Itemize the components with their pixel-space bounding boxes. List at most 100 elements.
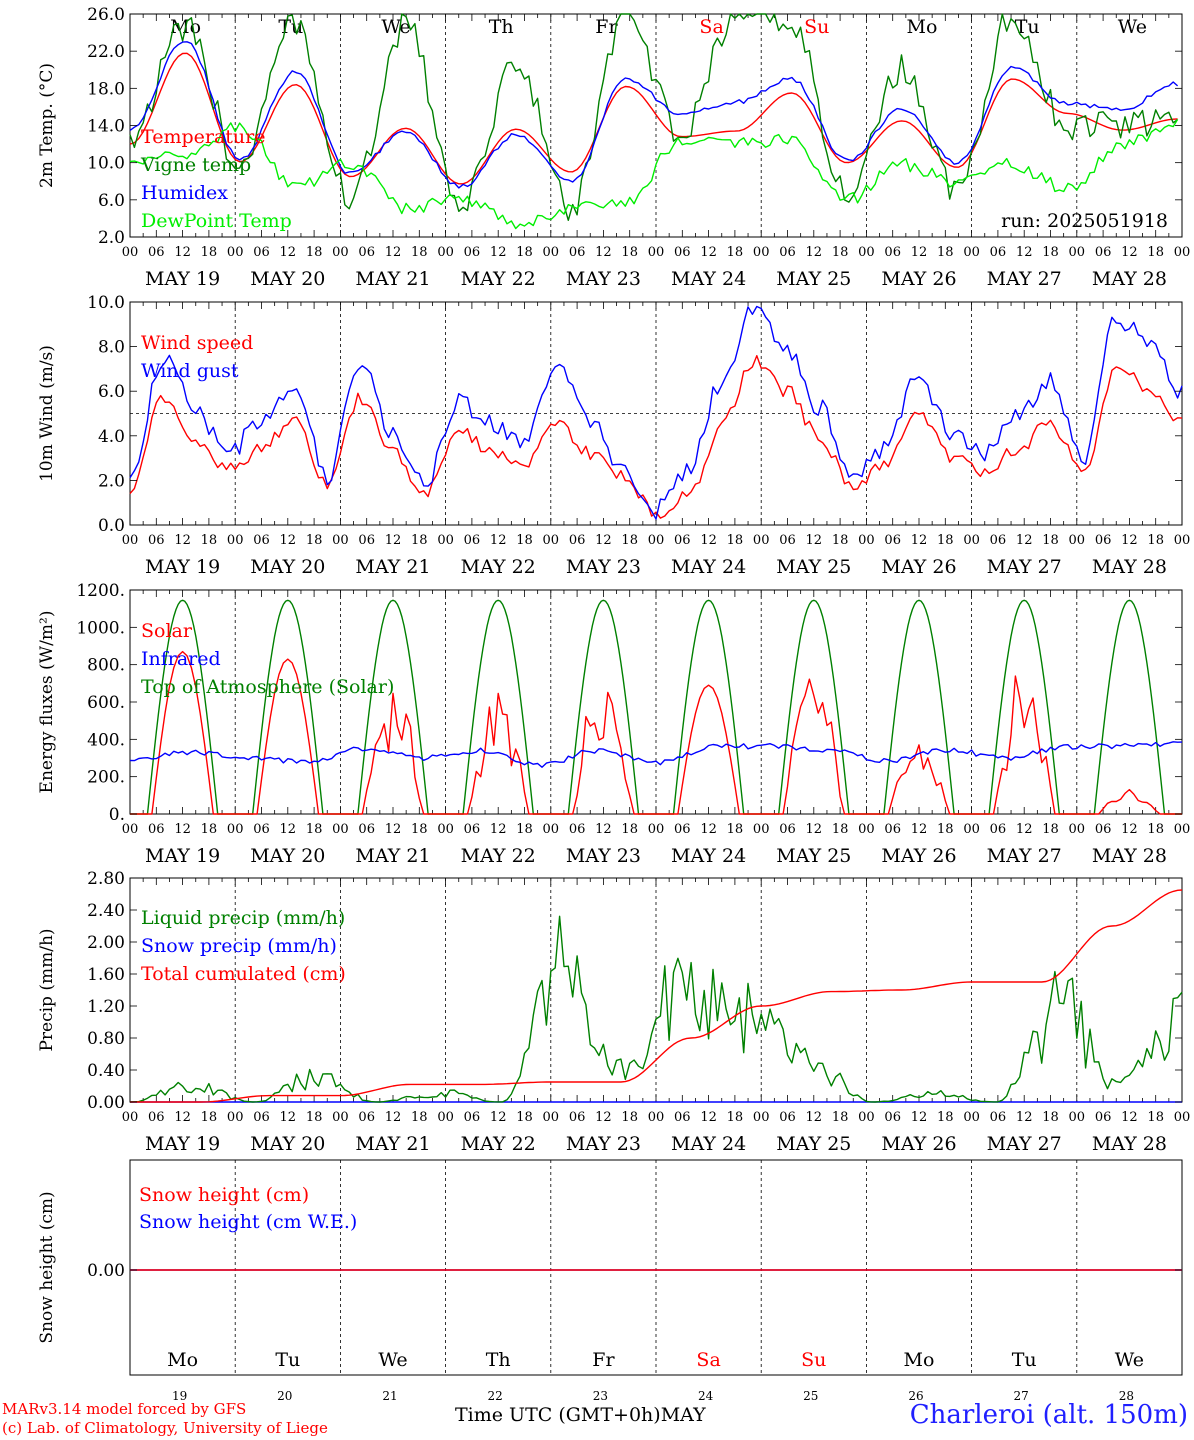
hour-tick-label: 00 [332,822,349,837]
hour-tick-label: 00 [648,533,665,548]
hour-tick-label: 00 [543,822,560,837]
hour-tick-label: 18 [727,245,744,260]
toa-arch [445,599,551,815]
hour-tick-label: 18 [1147,822,1164,837]
weekday-label: We [381,16,410,38]
y-tick-label: 22.0 [87,42,125,62]
hour-tick-label: 00 [332,245,349,260]
hour-tick-label: 18 [621,1110,638,1125]
hour-tick-label: 00 [1069,245,1086,260]
solar-series [445,692,551,815]
hour-tick-label: 12 [1016,245,1033,260]
hour-tick-label: 06 [569,245,586,260]
legend-entry: Vigne temp [140,154,251,176]
legend-entry: Snow precip (mm/h) [141,935,337,957]
hour-tick-label: 00 [858,533,875,548]
solar-series [761,678,867,815]
toa-arch [550,599,656,815]
hour-tick-label: 06 [884,822,901,837]
toa-arch [656,599,762,815]
y-axis-title: Energy fluxes (W/m²) [37,611,57,794]
hour-tick-label: 06 [464,245,481,260]
hour-tick-label: 12 [385,245,402,260]
hour-tick-label: 00 [122,822,139,837]
hour-tick-label: 18 [937,533,954,548]
hour-tick-label: 12 [385,822,402,837]
y-tick-label: 6.0 [98,191,125,211]
hour-tick-label: 18 [937,245,954,260]
hour-tick-label: 00 [753,1110,770,1125]
legend-entry: Snow height (cm W.E.) [139,1211,357,1233]
legend-entry: Solar [141,620,193,642]
toa-arch [866,599,972,815]
hour-tick-label: 12 [280,245,297,260]
station-label: Charleroi (alt. 150m) [909,1400,1188,1430]
day-label: MAY 20 [250,268,325,290]
hour-tick-label: 06 [1095,822,1112,837]
y-tick-label: 8.0 [98,338,125,358]
day-label: MAY 22 [461,1133,536,1155]
hour-tick-label: 12 [806,533,823,548]
solar-series [866,744,972,815]
hour-tick-label: 06 [358,1110,375,1125]
hour-tick-label: 12 [174,245,191,260]
day-label: MAY 21 [355,556,430,578]
hour-tick-label: 00 [963,245,980,260]
y-axis-title: Precip (mm/h) [37,928,57,1051]
y-tick-label: 0.40 [87,1061,125,1081]
day-label: MAY 20 [250,556,325,578]
weekday-label: Sa [696,1349,720,1371]
y-tick-label: 0.00 [87,1261,125,1281]
day-label: MAY 24 [671,1133,746,1155]
hour-tick-label: 00 [858,245,875,260]
y-tick-label: 10.0 [87,293,125,313]
hour-tick-label: 12 [490,245,507,260]
credit-line-2: (c) Lab. of Climatology, University of L… [2,1419,328,1437]
hour-tick-label: 06 [779,822,796,837]
legend-entry: Infrared [141,648,221,670]
weekday-label: We [378,1349,407,1371]
series-line [129,355,1183,519]
hour-tick-label: 18 [621,533,638,548]
hour-tick-label: 00 [543,245,560,260]
y-tick-label: 4.0 [98,427,125,447]
day-label: MAY 22 [461,845,536,867]
hour-tick-label: 12 [595,822,612,837]
toa-arch [235,599,341,815]
weekday-label: Su [804,16,829,38]
hour-tick-label: 18 [516,1110,533,1125]
hour-tick-label: 12 [595,533,612,548]
day-label: MAY 26 [881,556,956,578]
hour-tick-label: 06 [884,1110,901,1125]
hour-tick-label: 18 [201,533,218,548]
hour-tick-label: 06 [674,1110,691,1125]
legend-entry: Total cumulated (cm) [141,963,346,985]
y-tick-label: 2.40 [87,901,125,921]
weekday-label: We [1118,16,1147,38]
weekday-label: Tu [1012,1349,1037,1371]
hour-tick-label: 06 [779,245,796,260]
hour-tick-label: 06 [884,245,901,260]
hour-tick-label: 18 [1042,822,1059,837]
hour-tick-label: 06 [779,533,796,548]
hour-tick-label: 12 [911,245,928,260]
solar-series [550,691,656,815]
weekday-label: Th [486,1349,511,1371]
day-label: MAY 27 [987,268,1062,290]
day-number-label: 23 [593,1389,608,1403]
legend-entry: Wind gust [141,360,239,382]
solar-series [340,692,446,815]
hour-tick-label: 06 [569,1110,586,1125]
legend-entry: Snow height (cm) [139,1184,309,1206]
legend-entry: Humidex [141,182,228,204]
hour-tick-label: 18 [1042,1110,1059,1125]
y-tick-label: 0.00 [87,1093,125,1113]
hour-tick-label: 06 [990,822,1007,837]
day-label: MAY 23 [566,268,641,290]
hour-tick-label: 12 [1016,1110,1033,1125]
day-label: MAY 21 [355,845,430,867]
hour-tick-label: 12 [174,1110,191,1125]
weekday-label: Sa [699,16,723,38]
day-label: MAY 26 [881,268,956,290]
hour-tick-label: 12 [1121,245,1138,260]
